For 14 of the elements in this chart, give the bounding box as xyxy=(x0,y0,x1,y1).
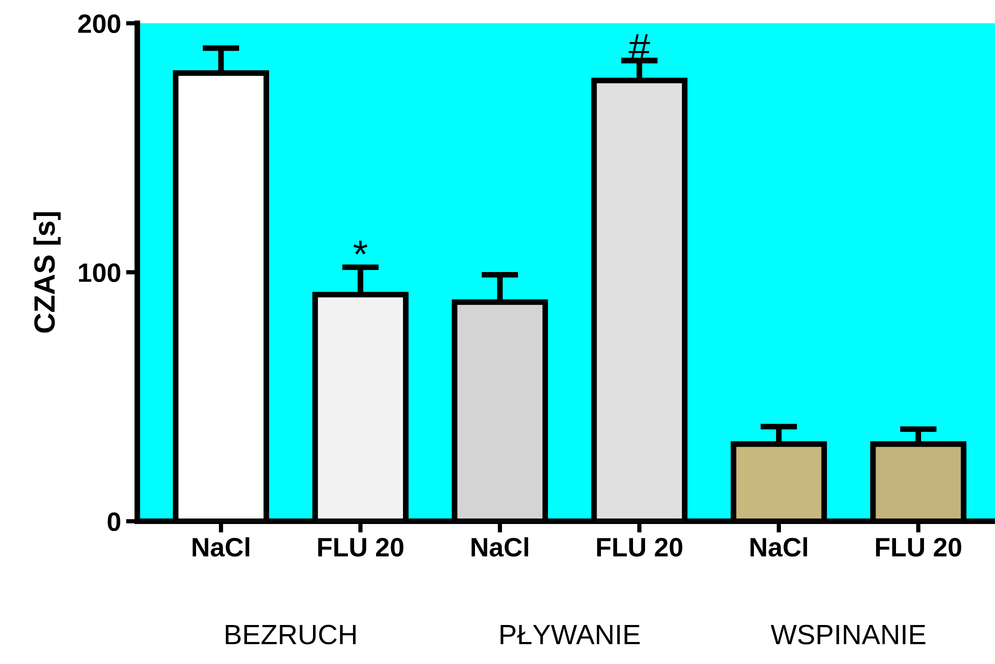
x-tick-label: FLU 20 xyxy=(597,538,682,557)
x-tick-label: FLU 20 xyxy=(318,538,404,557)
x-tick-label: NaCl xyxy=(472,537,528,557)
y-tick-label: 100 xyxy=(78,263,120,282)
x-tick-label: FLU 20 xyxy=(876,538,962,557)
y-axis-title: CZAS [s] xyxy=(33,212,61,333)
annotation: * xyxy=(354,240,368,254)
text: PŁYWANIE xyxy=(500,625,640,644)
y-tick-label: 0 xyxy=(108,512,120,532)
x-tick-label: NaCl xyxy=(750,537,808,557)
text: WSPINANIE xyxy=(770,624,926,644)
x-tick-label: NaCl xyxy=(192,537,250,557)
y-tick-label: 200 xyxy=(78,14,120,34)
text: BEZRUCH xyxy=(226,624,356,644)
